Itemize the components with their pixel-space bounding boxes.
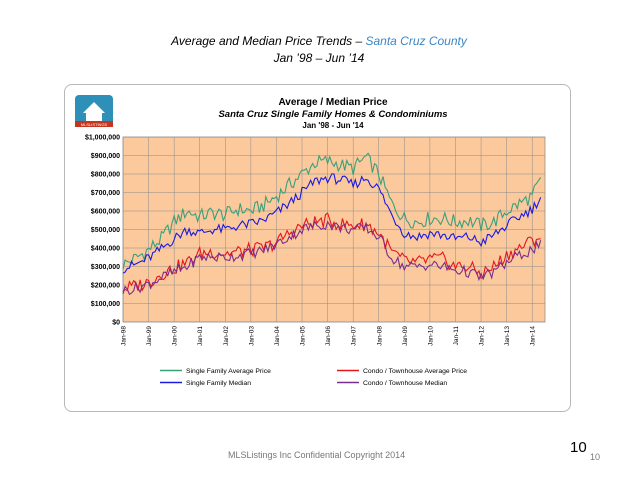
y-tick-label: $100,000 bbox=[91, 301, 120, 308]
y-tick-label: $700,000 bbox=[91, 190, 120, 197]
x-tick-label: Jan-00 bbox=[172, 326, 179, 346]
footer-copyright: MLSListings Inc Confidential Copyright 2… bbox=[228, 450, 406, 460]
x-tick-label: Jan-10 bbox=[427, 326, 434, 346]
slide-subtitle: Jan ’98 – Jun ’14 bbox=[273, 51, 365, 65]
page-number: 10 bbox=[570, 439, 587, 456]
x-tick-label: Jan-06 bbox=[325, 326, 332, 346]
y-tick-label: $400,000 bbox=[91, 246, 120, 253]
page-number-small: 10 bbox=[590, 452, 601, 462]
x-tick-label: Jan-04 bbox=[274, 326, 281, 346]
mlslistings-logo: MLSLISTINGS bbox=[75, 95, 113, 127]
y-tick-label: $300,000 bbox=[91, 264, 120, 271]
x-tick-label: Jan-07 bbox=[351, 326, 358, 346]
x-tick-label: Jan-05 bbox=[300, 326, 307, 346]
chart-title: Average / Median Price bbox=[278, 97, 388, 108]
x-tick-label: Jan-14 bbox=[530, 326, 537, 346]
x-tick-label: Jan-09 bbox=[402, 326, 409, 346]
x-tick-label: Jan-13 bbox=[504, 326, 511, 346]
slide-title: Average and Median Price Trends – Santa … bbox=[0, 34, 638, 48]
logo-strip bbox=[75, 121, 113, 127]
x-tick-label: Jan-99 bbox=[146, 326, 153, 346]
chart-subtitle-2: Jan '98 - Jun '14 bbox=[302, 121, 364, 130]
price-trend-chart: MLSLISTINGS Average / Median Price Santa… bbox=[75, 95, 546, 387]
legend-label: Condo / Townhouse Average Price bbox=[363, 368, 467, 375]
series-line-sf-avg bbox=[122, 152, 542, 270]
x-tick-label: Jan-12 bbox=[479, 326, 486, 346]
gridlines bbox=[122, 136, 545, 323]
legend-label: Single Family Median bbox=[186, 380, 251, 387]
y-tick-label: $1,000,000 bbox=[85, 135, 120, 142]
house-icon bbox=[83, 102, 105, 121]
x-tick-label: Jan-02 bbox=[223, 326, 230, 346]
y-tick-label: $800,000 bbox=[91, 172, 120, 179]
chart-frame: MLSLISTINGS Average / Median Price Santa… bbox=[64, 84, 571, 412]
legend-label: Condo / Townhouse Median bbox=[363, 380, 447, 387]
chart-subtitle-1: Santa Cruz Single Family Homes & Condomi… bbox=[218, 109, 447, 120]
legend: Single Family Average Price Single Family… bbox=[160, 368, 467, 387]
series-lines bbox=[122, 152, 542, 296]
y-axis-ticks: $0 $100,000 $200,000 $300,000 $400,000 $500,0… bbox=[85, 135, 120, 327]
y-tick-label: $500,000 bbox=[91, 227, 120, 234]
x-axis-ticks: Jan-98 Jan-99 Jan-00 Jan-01 Jan-02 Jan-03 Jan-… bbox=[121, 326, 537, 346]
logo-text: MLSLISTINGS bbox=[81, 122, 108, 127]
x-tick-label: Jan-08 bbox=[376, 326, 383, 346]
legend-label: Single Family Average Price bbox=[186, 368, 271, 375]
series-line-condo-median bbox=[122, 220, 542, 296]
slide-title-region: Santa Cruz County bbox=[365, 34, 467, 48]
y-tick-label: $600,000 bbox=[91, 209, 120, 216]
x-tick-label: Jan-98 bbox=[121, 326, 128, 346]
y-tick-label: $200,000 bbox=[91, 283, 120, 290]
x-tick-label: Jan-03 bbox=[248, 326, 255, 346]
y-tick-label: $900,000 bbox=[91, 153, 120, 160]
x-tick-label: Jan-11 bbox=[453, 326, 460, 346]
y-tick-label: $0 bbox=[112, 320, 120, 327]
series-line-sf-median bbox=[122, 173, 542, 274]
slide-title-prefix: Average and Median Price Trends – bbox=[171, 34, 366, 48]
x-tick-label: Jan-01 bbox=[197, 326, 204, 346]
